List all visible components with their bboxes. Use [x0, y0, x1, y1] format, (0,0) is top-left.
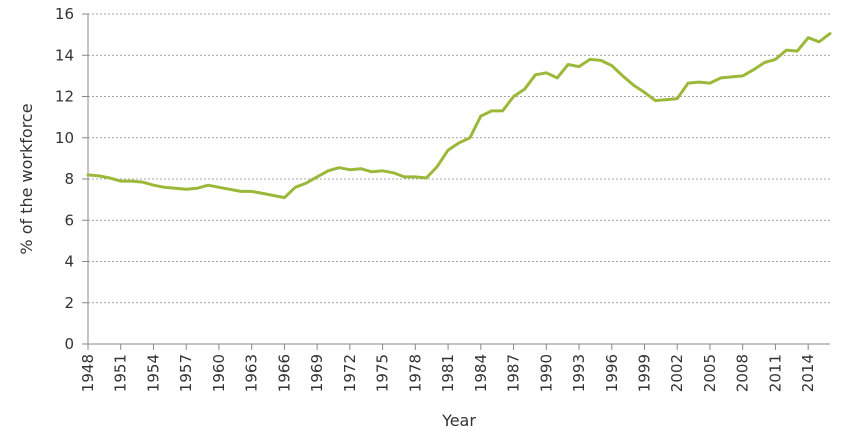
x-tick-label-1960: 1960	[210, 354, 228, 392]
gridlines	[88, 13, 830, 304]
y-axis-ticks: 0 2 4 6 8 10 12 14 16	[55, 5, 88, 353]
x-tick-label-2011: 2011	[766, 354, 784, 392]
x-tick-label-1966: 1966	[275, 354, 293, 392]
series-group	[86, 32, 832, 200]
x-tick-label-1987: 1987	[505, 354, 523, 392]
y-tick-label-0: 0	[64, 335, 74, 353]
x-tick-label-1963: 1963	[243, 354, 261, 392]
y-tick-label-8: 8	[64, 170, 74, 188]
y-tick-label-2: 2	[64, 294, 74, 312]
x-tick-label-1972: 1972	[341, 354, 359, 392]
x-tick-label-1954: 1954	[144, 354, 162, 392]
x-tick-label-1999: 1999	[636, 354, 654, 392]
y-tick-label-16: 16	[55, 5, 74, 23]
x-tick-label-2008: 2008	[734, 354, 752, 392]
x-tick-label-1975: 1975	[374, 354, 392, 392]
x-axis-ticks: 1948 1951 1954 1957 1960 1963 1966 1969 1972 1975…	[79, 344, 817, 392]
x-tick-label-1993: 1993	[570, 354, 588, 392]
y-tick-label-10: 10	[55, 129, 74, 147]
x-tick-label-1957: 1957	[177, 354, 195, 392]
x-tick-label-2005: 2005	[701, 354, 719, 392]
x-tick-label-1951: 1951	[112, 354, 130, 392]
x-tick-label-1981: 1981	[439, 354, 457, 392]
x-axis-title: Year	[441, 411, 476, 430]
y-tick-label-12: 12	[55, 88, 74, 106]
x-tick-label-1996: 1996	[603, 354, 621, 392]
series-line-0	[86, 32, 832, 200]
x-tick-label-2014: 2014	[799, 354, 817, 392]
x-tick-label-1948: 1948	[79, 354, 97, 392]
x-tick-label-1990: 1990	[537, 354, 555, 392]
x-tick-label-1978: 1978	[406, 354, 424, 392]
x-tick-label-2002: 2002	[668, 354, 686, 392]
y-tick-label-6: 6	[64, 211, 74, 229]
x-tick-label-1984: 1984	[472, 354, 490, 392]
y-tick-label-14: 14	[55, 46, 74, 64]
y-tick-label-4: 4	[64, 253, 74, 271]
x-tick-label-1969: 1969	[308, 354, 326, 392]
y-axis-title: % of the workforce	[17, 103, 36, 254]
